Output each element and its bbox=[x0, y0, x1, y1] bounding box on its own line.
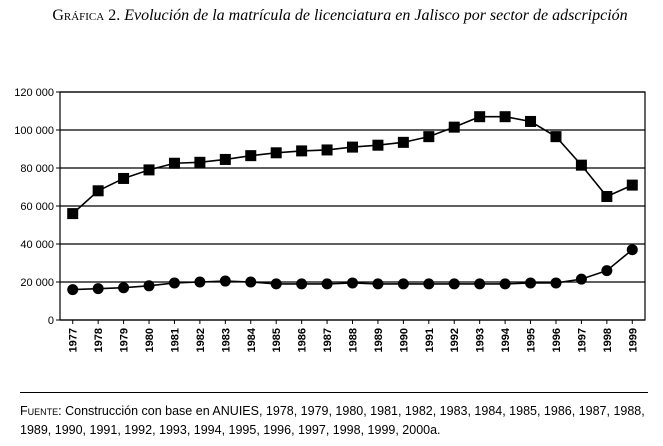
square-marker bbox=[423, 131, 435, 143]
circle-marker bbox=[270, 278, 282, 290]
square-marker bbox=[143, 164, 155, 176]
circle-marker bbox=[321, 278, 333, 290]
figure-label: Gráfica 2. bbox=[52, 7, 121, 24]
square-marker bbox=[296, 145, 308, 157]
circle-marker bbox=[499, 278, 511, 290]
square-marker bbox=[270, 147, 282, 159]
square-marker bbox=[194, 156, 206, 168]
x-tick-label: 1980 bbox=[144, 328, 156, 352]
square-marker bbox=[347, 141, 358, 153]
square-marker bbox=[397, 136, 409, 148]
circle-marker bbox=[347, 277, 358, 289]
x-tick-label: 1983 bbox=[220, 328, 232, 352]
circle-marker bbox=[525, 277, 537, 289]
x-tick-label: 1992 bbox=[449, 328, 461, 352]
circle-marker bbox=[550, 277, 562, 289]
x-tick-label: 1977 bbox=[68, 328, 80, 352]
circle-marker bbox=[423, 278, 435, 290]
y-tick-label: 60 000 bbox=[20, 201, 54, 213]
y-tick-label: 120 000 bbox=[14, 87, 54, 99]
y-tick-label: 100 000 bbox=[14, 125, 54, 137]
circle-marker bbox=[372, 278, 384, 290]
x-tick-label: 1990 bbox=[398, 328, 410, 352]
x-tick-label: 1979 bbox=[119, 328, 131, 352]
square-marker bbox=[118, 172, 130, 184]
x-tick-label: 1987 bbox=[322, 328, 334, 352]
square-marker bbox=[245, 150, 257, 162]
chart: 0 20 000 40 000 60 000 80 000 100 000 120 000 1… bbox=[14, 87, 646, 352]
source-text: Construcción con base en ANUIES, 1978, 1… bbox=[20, 404, 645, 437]
circle-marker bbox=[397, 278, 409, 290]
y-tick-label: 0 bbox=[48, 315, 54, 327]
square-marker bbox=[92, 185, 104, 197]
x-tick-label: 1982 bbox=[195, 328, 207, 352]
x-tick-label: 1978 bbox=[93, 328, 105, 352]
x-tick-label: 1996 bbox=[551, 328, 563, 352]
circle-marker bbox=[245, 276, 257, 288]
x-tick-label: 1985 bbox=[271, 328, 283, 352]
square-marker bbox=[67, 208, 79, 220]
series-line bbox=[72, 115, 633, 215]
square-marker bbox=[321, 144, 333, 156]
x-tick-label: 1998 bbox=[602, 328, 614, 352]
circle-marker bbox=[448, 278, 460, 290]
y-tick-label: 80 000 bbox=[20, 163, 54, 175]
x-tick-label: 1986 bbox=[297, 328, 309, 352]
circle-marker bbox=[219, 275, 231, 287]
square-marker bbox=[525, 115, 537, 127]
chart-title: Evolución de la matrícula de licenciatur… bbox=[124, 7, 628, 24]
square-marker bbox=[499, 111, 511, 123]
circle-marker bbox=[168, 277, 180, 289]
circle-marker bbox=[143, 280, 155, 292]
x-tick-label: 1995 bbox=[526, 328, 538, 352]
source-label: Fuente: bbox=[20, 404, 62, 418]
circle-marker bbox=[118, 282, 130, 294]
circle-marker bbox=[626, 244, 638, 256]
x-tick-label: 1981 bbox=[169, 328, 181, 352]
circle-marker bbox=[296, 278, 308, 290]
x-tick-label: 1988 bbox=[348, 328, 360, 352]
x-tick-label: 1997 bbox=[576, 328, 588, 352]
circle-marker bbox=[92, 283, 104, 295]
x-tick-label: 1999 bbox=[627, 328, 639, 352]
x-tick-label: 1984 bbox=[246, 327, 258, 352]
square-marker bbox=[575, 159, 587, 171]
circle-marker bbox=[575, 273, 587, 285]
square-marker bbox=[168, 157, 180, 169]
circle-marker bbox=[474, 278, 486, 290]
circle-marker bbox=[601, 265, 613, 277]
source-note: Fuente: Construcción con base en ANUIES,… bbox=[20, 402, 650, 440]
square-marker bbox=[474, 111, 486, 123]
square-marker bbox=[448, 121, 460, 133]
x-tick-label: 1991 bbox=[424, 328, 436, 352]
x-tick-label: 1989 bbox=[373, 328, 385, 352]
chart-title-block: Gráfica 2. Evolución de la matrícula de … bbox=[40, 6, 640, 25]
y-tick-label: 40 000 bbox=[20, 239, 54, 251]
x-tick-label: 1993 bbox=[475, 328, 487, 352]
square-marker bbox=[601, 191, 613, 202]
y-tick-label: 20 000 bbox=[20, 277, 54, 289]
x-tick-label: 1994 bbox=[500, 327, 512, 352]
square-marker bbox=[626, 179, 638, 191]
divider bbox=[20, 392, 648, 393]
square-marker bbox=[550, 131, 562, 143]
square-marker bbox=[372, 139, 384, 151]
circle-marker bbox=[194, 276, 206, 288]
circle-marker bbox=[67, 284, 79, 296]
square-marker bbox=[219, 153, 231, 165]
